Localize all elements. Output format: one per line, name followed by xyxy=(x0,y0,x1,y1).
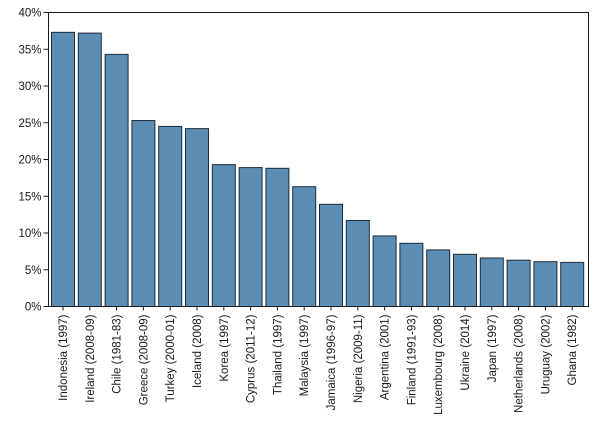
y-tick-label: 25% xyxy=(18,118,41,130)
x-category-label: Indonesia (1997) xyxy=(58,314,70,400)
x-category-label: Netherlands (2008) xyxy=(514,314,526,413)
y-tick-label: 30% xyxy=(18,81,41,93)
y-tick-label: 40% xyxy=(18,8,41,20)
y-tick-label: 10% xyxy=(18,228,41,240)
y-tick-label: 5% xyxy=(25,265,42,277)
x-category-label: Ghana (1982) xyxy=(567,314,579,385)
bar-0 xyxy=(51,31,75,307)
bar-9 xyxy=(292,186,317,307)
bar-10 xyxy=(319,203,343,307)
bar-19 xyxy=(560,261,585,307)
x-axis: Indonesia (1997) Ireland (2008-09) Chile (… xyxy=(58,306,579,415)
bar-7 xyxy=(238,167,263,307)
bar-13 xyxy=(399,242,424,307)
x-category-label: Ireland (2008-09) xyxy=(85,314,97,402)
bar-17 xyxy=(506,259,531,308)
x-category-label: Malaysia (1997) xyxy=(299,314,311,396)
bar-3 xyxy=(131,120,156,308)
x-category-label: Korea (1997) xyxy=(219,314,231,381)
x-category-label: Turkey (2000-01) xyxy=(165,314,177,402)
x-category-label: Jamaica (1996-97) xyxy=(326,314,338,410)
bar-11 xyxy=(345,220,370,307)
x-category-label: Uruguay (2002) xyxy=(540,314,552,394)
bar-18 xyxy=(533,261,558,308)
bar-8 xyxy=(265,167,290,307)
y-tick-label: 0% xyxy=(25,302,42,314)
x-category-label: Cyprus (2011-12) xyxy=(246,314,258,403)
x-category-label: Japan (1997) xyxy=(487,314,499,382)
y-axis: 0% 5% 10% 15% 20% 25% 30% 35% 40% xyxy=(18,8,49,314)
bar-6 xyxy=(211,164,236,307)
y-tick-label: 35% xyxy=(18,44,41,56)
plot-frame xyxy=(48,12,589,307)
x-category-label: Argentina (2001) xyxy=(380,314,392,400)
bar-4 xyxy=(158,125,183,307)
y-tick-label: 15% xyxy=(18,191,41,203)
bar-5 xyxy=(185,128,209,307)
y-tick-label: 20% xyxy=(18,155,41,167)
x-category-label: Thailand (1997) xyxy=(272,314,284,395)
bar-12 xyxy=(372,235,397,307)
bar-14 xyxy=(426,249,451,308)
x-category-label: Iceland (2008) xyxy=(192,314,204,388)
bar-1 xyxy=(77,32,102,308)
bar-15 xyxy=(453,253,477,307)
x-category-label: Finland (1991-93) xyxy=(406,314,418,405)
bar-2 xyxy=(104,53,129,308)
x-category-label: Ukraine (2014) xyxy=(460,314,472,390)
bars-group xyxy=(51,31,585,308)
bar-16 xyxy=(479,257,504,307)
x-category-label: Nigeria (2009-11) xyxy=(353,314,365,403)
x-category-label: Luxembourg (2008) xyxy=(433,314,445,415)
x-category-label: Chile (1981-83) xyxy=(112,314,124,393)
x-category-label: Greece (2008-09) xyxy=(138,314,150,405)
